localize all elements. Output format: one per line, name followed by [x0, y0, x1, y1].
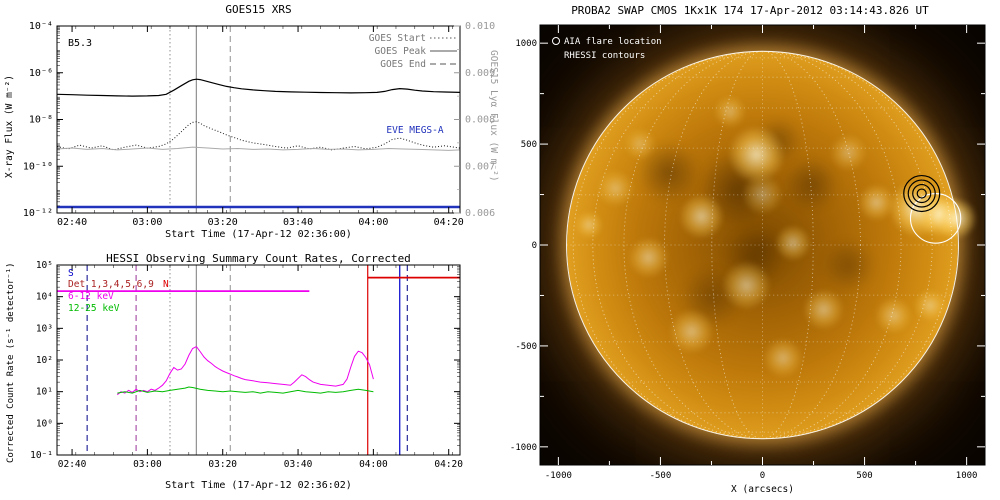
swap-solar-image-panel: -1000 -500 0 500 1000 1000 500 0 -500 -1000 AIA fl…: [500, 0, 1000, 500]
goes-y-axis-label: X-ray Flux (W m⁻²): [4, 75, 15, 178]
hessi-y-axis-label: Corrected Count Rate (s⁻¹ detector⁻¹): [6, 262, 16, 463]
hessi-count-rates-panel: 10⁵ 10⁴ 10³ 10² 10¹ 10⁰ 10⁻¹ 02:40 03:00 03:20 03:…: [0, 250, 500, 500]
svg-text:10⁻¹: 10⁻¹: [30, 450, 53, 461]
solar-limb: [566, 50, 959, 440]
swap-overlay: -1000 -500 0 500 1000 1000 500 0 -500 -1000 AIA fl…: [510, 24, 986, 481]
goes-class-annotation: B5.3: [68, 38, 92, 49]
series-goes15-lyman-alpha: [56, 146, 461, 151]
active-region: [727, 125, 785, 183]
dark-region: [782, 155, 841, 213]
svg-text:04:00: 04:00: [359, 459, 388, 470]
svg-text:10³: 10³: [36, 323, 53, 334]
active-region: [874, 297, 912, 334]
svg-text:03:20: 03:20: [208, 217, 238, 228]
active-regions-layer: [540, 25, 985, 465]
svg-text:0: 0: [532, 241, 537, 251]
active-region: [713, 95, 747, 129]
active-region: [829, 133, 867, 171]
svg-text:03:40: 03:40: [284, 459, 313, 470]
svg-text:GOES Peak: GOES Peak: [375, 46, 427, 57]
svg-text:-500: -500: [650, 471, 672, 481]
svg-text:GOES End: GOES End: [380, 59, 426, 70]
svg-text:02:40: 02:40: [58, 459, 87, 470]
hessi-x-axis-label: Start Time (17-Apr-12 02:36:02): [165, 480, 352, 491]
goes-chart: 10⁻⁴ 10⁻⁶ 10⁻⁸ 10⁻¹⁰ 10⁻¹² 02:40 03:00 03:20 03:…: [23, 21, 495, 228]
svg-text:0.008: 0.008: [465, 115, 495, 126]
svg-text:-500: -500: [515, 342, 537, 352]
svg-text:500: 500: [521, 140, 537, 150]
legend-night-flag: N: [163, 279, 169, 290]
swap-title: PROBA2 SWAP CMOS 1Kx1K 174 17-Apr-2012 0…: [571, 4, 929, 17]
svg-text:10⁻⁸: 10⁻⁸: [29, 115, 53, 126]
flare-location-glyph: [552, 37, 560, 45]
active-region: [574, 210, 604, 240]
series-goes-0-5-4-0-a: [56, 121, 461, 151]
legend-band-12-25: 12-25 keV: [68, 303, 120, 314]
eve-megs-a-annotation: EVE MEGS-A: [386, 125, 443, 136]
active-region: [762, 337, 804, 379]
svg-text:GOES Start: GOES Start: [369, 33, 426, 44]
svg-text:03:40: 03:40: [283, 217, 313, 228]
svg-text:0.007: 0.007: [465, 161, 495, 172]
svg-text:04:20: 04:20: [434, 217, 464, 228]
svg-text:10⁵: 10⁵: [36, 260, 53, 271]
goes-title: GOES15 XRS: [225, 3, 292, 16]
series-goes-1-0-8-0-a: [56, 78, 461, 97]
legend-aia-flare-location: AIA flare location: [564, 37, 662, 47]
svg-text:02:40: 02:40: [57, 217, 87, 228]
svg-text:0.010: 0.010: [465, 21, 495, 32]
dark-region: [635, 139, 702, 205]
svg-text:0.009: 0.009: [465, 68, 495, 79]
active-region: [774, 224, 812, 262]
hessi-title: HESSI Observing Summary Count Rates, Cor…: [106, 252, 411, 265]
aia-flare-circle: [909, 192, 962, 244]
svg-text:0.006: 0.006: [465, 208, 495, 219]
svg-text:1000: 1000: [956, 471, 978, 481]
active-region: [668, 309, 714, 355]
svg-text:10²: 10²: [36, 355, 53, 366]
dark-region: [819, 236, 877, 294]
goes-xrs-panel: 10⁻⁴ 10⁻⁶ 10⁻⁸ 10⁻¹⁰ 10⁻¹² 02:40 03:00 03:20 03:…: [0, 0, 500, 250]
goes-right-y-axis-label: GOES15 Lyα Flux (W m⁻²): [488, 50, 499, 182]
active-region: [623, 127, 657, 161]
svg-text:-1000: -1000: [510, 443, 537, 453]
active-region: [678, 194, 724, 240]
svg-text:10⁻⁶: 10⁻⁶: [29, 68, 53, 79]
svg-text:04:00: 04:00: [358, 217, 388, 228]
svg-text:03:00: 03:00: [132, 217, 162, 228]
swap-x-axis-label: X (arcsecs): [731, 484, 794, 495]
svg-text:-1000: -1000: [545, 471, 572, 481]
heliographic-grid: [566, 51, 959, 439]
hessi-chart: 10⁵ 10⁴ 10³ 10² 10¹ 10⁰ 10⁻¹ 02:40 03:00 03:20 03:…: [30, 260, 463, 470]
svg-text:500: 500: [856, 471, 872, 481]
svg-text:03:00: 03:00: [133, 459, 162, 470]
series-6-12-kev: [116, 345, 374, 396]
active-region: [913, 289, 947, 322]
active-region: [597, 170, 634, 207]
series-12-25-kev: [117, 386, 374, 394]
active-region: [721, 260, 771, 310]
legend-rhessi-contours: RHESSI contours: [564, 51, 645, 61]
svg-text:10⁴: 10⁴: [36, 292, 53, 303]
goes-x-axis-label: Start Time (17-Apr-12 02:36:00): [165, 229, 352, 240]
svg-text:0: 0: [760, 471, 765, 481]
svg-text:10⁻⁴: 10⁻⁴: [29, 21, 53, 32]
legend-band-6-12: 6-12 keV: [68, 291, 114, 302]
svg-text:10¹: 10¹: [36, 387, 53, 398]
svg-text:10⁻¹²: 10⁻¹²: [23, 208, 53, 219]
active-region: [627, 236, 669, 278]
legend-detectors: Det 1,3,4,5,6,9: [68, 279, 154, 290]
legend-saa-flag: S: [68, 268, 74, 279]
svg-text:10⁰: 10⁰: [36, 418, 53, 429]
svg-text:10⁻¹⁰: 10⁻¹⁰: [23, 161, 53, 172]
rhessi-contours: [903, 174, 941, 213]
svg-text:1000: 1000: [515, 39, 537, 49]
svg-text:04:20: 04:20: [434, 459, 463, 470]
svg-text:03:20: 03:20: [208, 459, 237, 470]
